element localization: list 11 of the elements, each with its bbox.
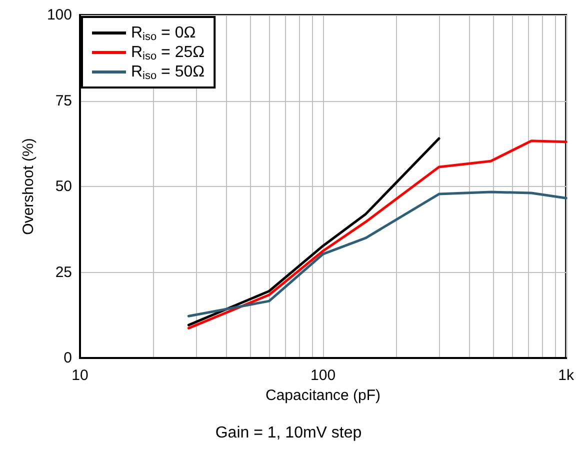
y-tick-label: 50 [55, 178, 72, 195]
x-tick-label: 100 [310, 367, 336, 384]
x-tick-label: 1k [558, 367, 574, 384]
y-axis-title: Overshoot (%) [20, 138, 37, 235]
x-tick-label: 10 [72, 367, 88, 384]
x-axis-title: Capacitance (pF) [266, 386, 381, 404]
y-tick-label: 100 [46, 6, 72, 24]
y-tick-label: 0 [64, 350, 72, 366]
text: Gain = 1, 10mV step [215, 424, 362, 442]
y-tick-label: 25 [55, 264, 72, 281]
y-tick-label: 75 [55, 92, 72, 110]
